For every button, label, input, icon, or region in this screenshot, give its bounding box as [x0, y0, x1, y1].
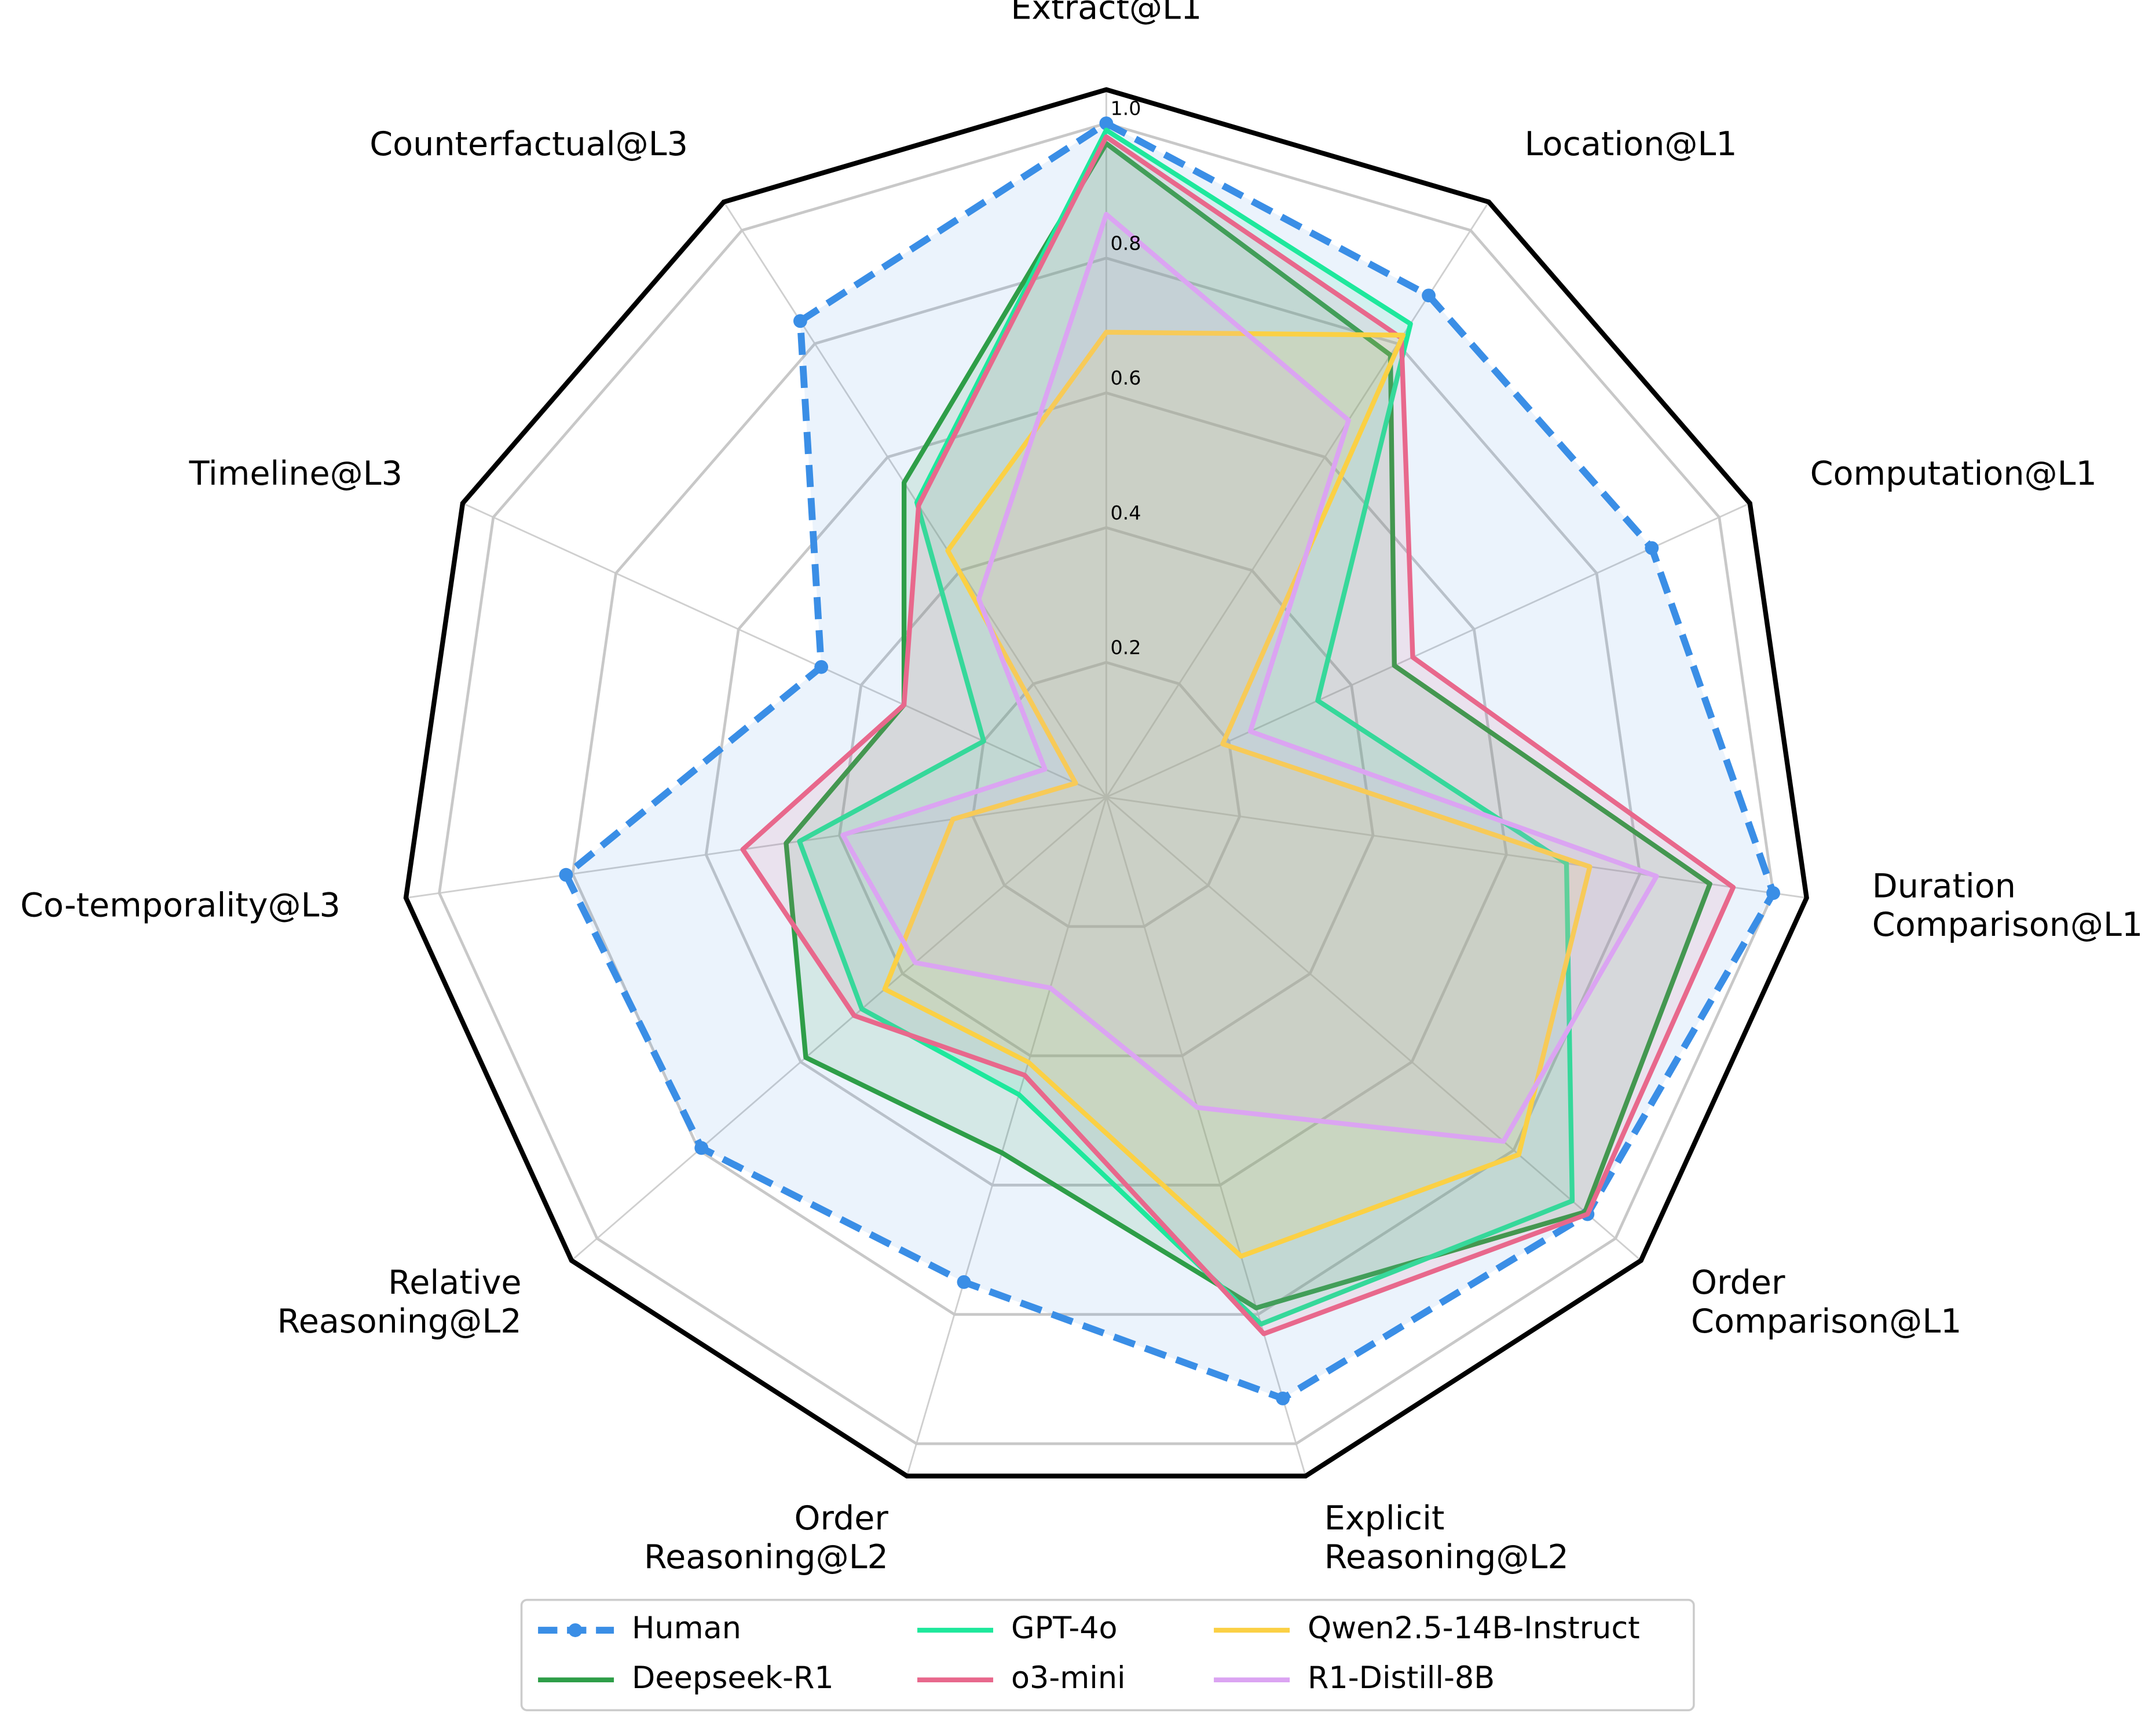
point — [957, 1275, 971, 1289]
legend-box — [520, 1598, 1695, 1711]
spoke — [405, 796, 1107, 899]
grid-line — [838, 526, 1375, 1057]
series-area — [799, 130, 1572, 1324]
axis-label: Computation@L1 — [1810, 455, 2097, 493]
tick-label: 1.0 — [1110, 97, 1141, 120]
spoke — [1105, 797, 1306, 1477]
tick-label: 0.8 — [1110, 232, 1141, 254]
grid-line — [971, 661, 1242, 928]
legend-label: Deepseek-R1 — [632, 1660, 834, 1696]
legend-label: Qwen2.5-14B-Instruct — [1308, 1610, 1640, 1646]
axis-label: Co-temporality@L3 — [20, 886, 341, 924]
legend-label: GPT-4o — [1011, 1610, 1118, 1646]
spoke — [1106, 796, 1642, 1261]
point — [1099, 116, 1114, 130]
series-area — [884, 332, 1590, 1257]
legend-marker — [568, 1623, 583, 1637]
axis-label: Order Reasoning@L2 — [644, 1499, 888, 1576]
series-area — [786, 143, 1710, 1308]
spoke — [723, 201, 1107, 798]
axis-label: Order Comparison@L1 — [1691, 1264, 1961, 1341]
axis-label: Explicit Reasoning@L2 — [1324, 1499, 1569, 1576]
axis-label: Duration Comparison@L1 — [1872, 867, 2143, 944]
series-line — [797, 127, 1575, 1327]
series-line — [562, 120, 1777, 1402]
series-line — [882, 330, 1593, 1259]
point — [1766, 886, 1780, 901]
series-area — [742, 137, 1733, 1334]
axis-label: Timeline@L3 — [189, 455, 402, 493]
point — [793, 314, 807, 328]
spoke — [571, 796, 1107, 1261]
point — [1645, 541, 1659, 555]
tick-label: 0.6 — [1110, 367, 1141, 389]
axis-label: Relative Reasoning@L2 — [277, 1264, 522, 1341]
series-line — [784, 141, 1712, 1311]
spoke — [1106, 796, 1807, 899]
tick-label: 0.2 — [1110, 636, 1141, 659]
legend-label: R1-Distill-8B — [1308, 1660, 1495, 1696]
spoke — [906, 797, 1107, 1477]
grid-line — [704, 391, 1508, 1187]
axis-label: Counterfactual@L3 — [369, 125, 688, 163]
point — [1276, 1391, 1290, 1405]
axis-label: Extract@L1 — [1011, 0, 1202, 27]
spoke — [1106, 502, 1751, 798]
tick-label: 0.4 — [1110, 502, 1141, 524]
spoke — [462, 502, 1107, 798]
point — [694, 1141, 709, 1155]
grid-line — [571, 257, 1642, 1316]
grid-line — [438, 122, 1775, 1445]
series-line — [840, 211, 1659, 1144]
series-line — [740, 134, 1736, 1337]
outer-frame — [403, 87, 1809, 1479]
series-area — [843, 214, 1657, 1141]
point — [1422, 288, 1436, 303]
series-layer — [559, 116, 1780, 1405]
legend-label: o3-mini — [1011, 1660, 1126, 1696]
series-area — [566, 123, 1774, 1399]
point — [814, 660, 829, 674]
legend-label: Human — [632, 1610, 741, 1646]
axis-label: Location@L1 — [1525, 125, 1737, 163]
point — [559, 868, 573, 882]
